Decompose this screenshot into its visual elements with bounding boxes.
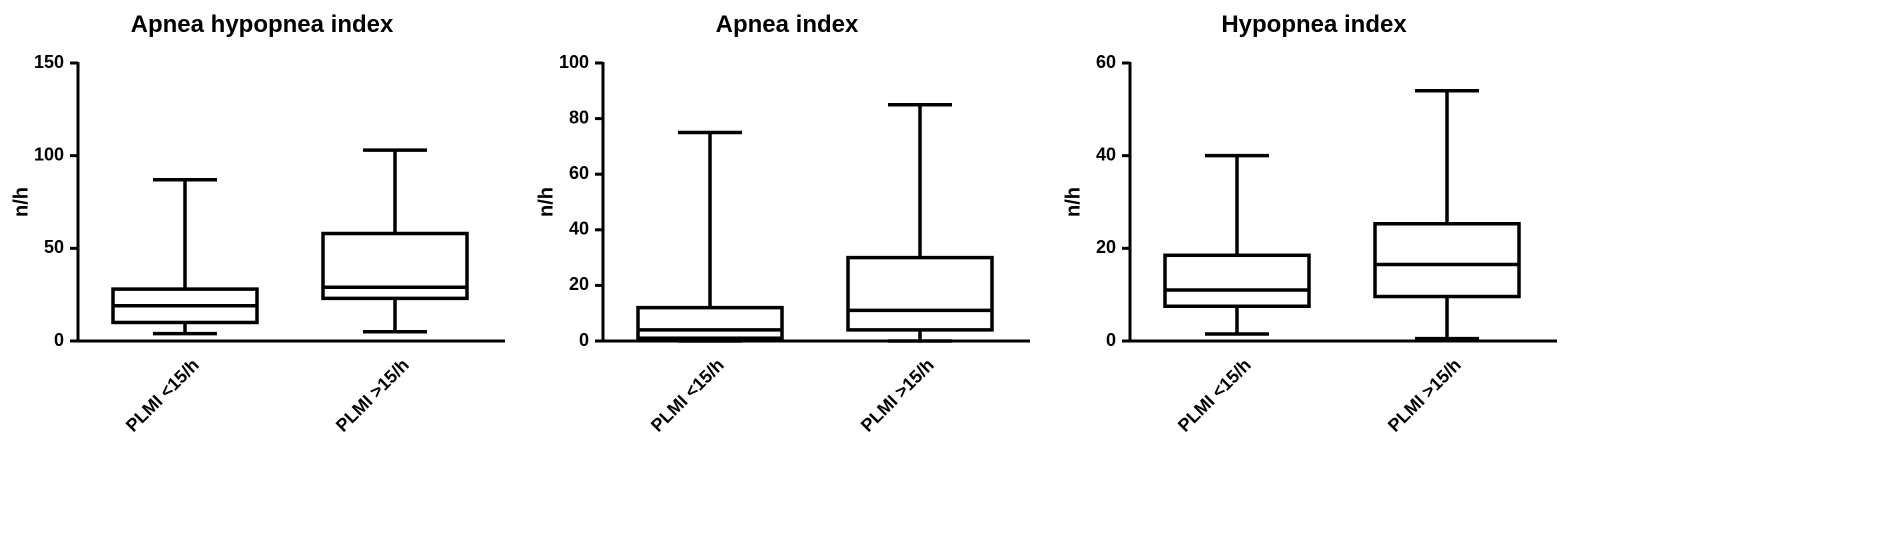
x-tick-label: PLMI >15/h [857,355,938,436]
y-tick-label: 20 [1096,237,1116,257]
y-axis-label: n/h [10,187,32,217]
chart-title: Apnea index [716,11,859,38]
y-tick-label: 20 [569,274,589,294]
box [636,305,784,340]
y-tick-label: 100 [34,144,64,164]
y-tick-label: 150 [34,52,64,72]
y-tick-label: 100 [559,52,589,72]
x-tick-label: PLMI <15/h [122,355,203,436]
y-tick-label: 60 [569,163,589,183]
x-tick-label: PLMI >15/h [1384,355,1465,436]
x-tick-label: PLMI <15/h [647,355,728,436]
y-tick-label: 0 [54,330,64,350]
chart-title: Apnea hypopnea index [131,11,394,38]
y-tick-label: 40 [569,219,589,239]
x-tick-label: PLMI >15/h [332,355,413,436]
x-tick-label: PLMI <15/h [1174,355,1255,436]
y-tick-label: 0 [1106,330,1116,350]
chart-title: Hypopnea index [1221,11,1407,38]
y-axis-label: n/h [535,187,557,217]
y-axis-label: n/h [1062,187,1084,217]
y-tick-label: 60 [1096,52,1116,72]
y-tick-label: 50 [44,237,64,257]
box [1163,253,1311,309]
y-tick-label: 80 [569,107,589,127]
y-tick-label: 0 [579,330,589,350]
box [1373,222,1521,299]
box [846,255,994,332]
y-tick-label: 40 [1096,144,1116,164]
